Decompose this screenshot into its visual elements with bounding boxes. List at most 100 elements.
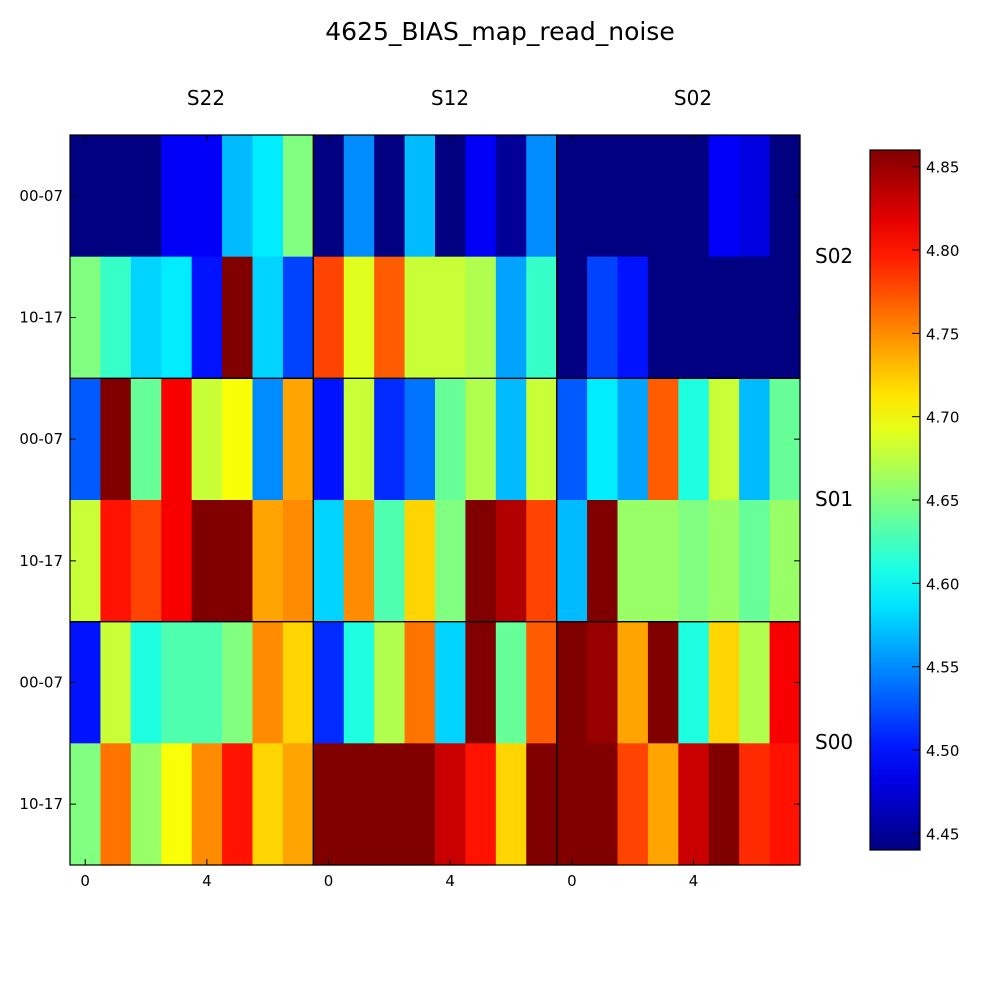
heatmap-cell	[100, 500, 132, 623]
heatmap-cell	[161, 743, 193, 866]
y-tick-label: 10-17	[19, 795, 63, 813]
heatmap-cell	[647, 378, 679, 501]
heatmap-cell	[526, 378, 558, 501]
heatmap-cell	[282, 500, 314, 623]
heatmap-cell	[374, 256, 406, 379]
heatmap-cell	[100, 621, 132, 744]
heatmap-cell	[678, 743, 710, 866]
heatmap-cell	[191, 135, 223, 258]
x-tick-label: 0	[324, 872, 334, 890]
heatmap-cell	[100, 256, 132, 379]
heatmap-cell	[222, 621, 254, 744]
heatmap-cell	[252, 743, 284, 866]
column-panel-label: S12	[431, 86, 469, 110]
heatmap-cell	[100, 378, 132, 501]
heatmap-cell	[678, 135, 710, 258]
heatmap-cell	[617, 256, 649, 379]
heatmap-cell	[678, 621, 710, 744]
heatmap-cell	[313, 256, 345, 379]
heatmap-cell	[647, 743, 679, 866]
heatmap-cell	[495, 621, 527, 744]
heatmap-cell	[343, 378, 375, 501]
heatmap-cell	[495, 500, 527, 623]
heatmap-cell	[739, 743, 771, 866]
heatmap-cell	[404, 378, 436, 501]
colorbar-tick-label: 4.50	[926, 742, 959, 760]
heatmap-cell	[343, 500, 375, 623]
y-tick-label: 00-07	[19, 673, 63, 691]
row-panel-label: S01	[815, 487, 853, 511]
heatmap-cell	[404, 135, 436, 258]
column-panel-label: S22	[187, 86, 225, 110]
heatmap-cell	[161, 135, 193, 258]
colorbar-tick-label: 4.45	[926, 825, 959, 843]
heatmap-cell	[587, 135, 619, 258]
heatmap-cell	[191, 256, 223, 379]
colorbar: 4.85 4.80 4.75 4.70 4.65 4.60 4.55 4.50 4.45	[869, 149, 959, 851]
heatmap-cell	[647, 500, 679, 623]
heatmap-cell	[465, 621, 497, 744]
y-tick-label: 00-07	[19, 430, 63, 448]
heatmap-cell	[222, 256, 254, 379]
heatmap-cell	[161, 500, 193, 623]
heatmap-cell	[465, 135, 497, 258]
heatmap-cell	[617, 500, 649, 623]
heatmap-cell	[343, 256, 375, 379]
colorbar-tick-label: 4.70	[926, 409, 959, 427]
heatmap-cell	[587, 500, 619, 623]
axis-ticks: 0 4 0 4 0 4 00-07 10-17 00-07 10-17 00-07 10-17	[19, 135, 800, 890]
heatmap-cell	[526, 135, 558, 258]
heatmap-cell	[435, 500, 467, 623]
heatmap-cell	[678, 500, 710, 623]
x-tick-label: 0	[567, 872, 577, 890]
heatmap-cell	[374, 743, 406, 866]
heatmap-cell	[739, 378, 771, 501]
heatmap-cell	[526, 500, 558, 623]
heatmap-cell	[282, 135, 314, 258]
heatmap-cell	[100, 135, 132, 258]
heatmap-cell	[343, 743, 375, 866]
heatmap-cell	[404, 743, 436, 866]
x-tick-label: 4	[202, 872, 212, 890]
heatmap-cell	[617, 621, 649, 744]
heatmap-cell	[435, 135, 467, 258]
heatmap-cell	[282, 256, 314, 379]
heatmap-cell	[617, 135, 649, 258]
heatmap-cell	[191, 378, 223, 501]
heatmap-cell	[495, 378, 527, 501]
heatmap-cell	[587, 743, 619, 866]
heatmap-cell	[435, 378, 467, 501]
heatmap-cell	[587, 621, 619, 744]
colorbar-tick-label: 4.85	[926, 159, 959, 177]
heatmap-cell	[404, 256, 436, 379]
x-tick-label: 4	[445, 872, 455, 890]
chart-title: 4625_BIAS_map_read_noise	[325, 17, 674, 46]
y-tick-label: 10-17	[19, 552, 63, 570]
heatmap-cell	[465, 256, 497, 379]
heatmap-cell	[465, 378, 497, 501]
heatmap-cell	[495, 743, 527, 866]
heatmap-cell	[374, 621, 406, 744]
heatmap-cell	[252, 378, 284, 501]
heatmap-cell	[526, 743, 558, 866]
heatmap-cell	[617, 743, 649, 866]
row-panel-label: S02	[815, 244, 853, 268]
heatmap-cell	[708, 378, 740, 501]
colorbar-tick-label: 4.60	[926, 575, 959, 593]
y-tick-label: 00-07	[19, 187, 63, 205]
x-tick-label: 4	[689, 872, 699, 890]
colorbar-tick-label: 4.80	[926, 242, 959, 260]
heatmap-cell	[343, 621, 375, 744]
y-tick-label: 10-17	[19, 308, 63, 326]
heatmap-cell	[435, 743, 467, 866]
heatmap-cell	[130, 621, 162, 744]
heatmap-cell	[526, 621, 558, 744]
heatmap-cell	[678, 378, 710, 501]
heatmap-cell	[130, 743, 162, 866]
colorbar-tick-label: 4.65	[926, 492, 959, 510]
heatmap-cell	[222, 378, 254, 501]
heatmap-cell	[587, 256, 619, 379]
heatmap-cell	[708, 743, 740, 866]
heatmap-cell	[282, 743, 314, 866]
